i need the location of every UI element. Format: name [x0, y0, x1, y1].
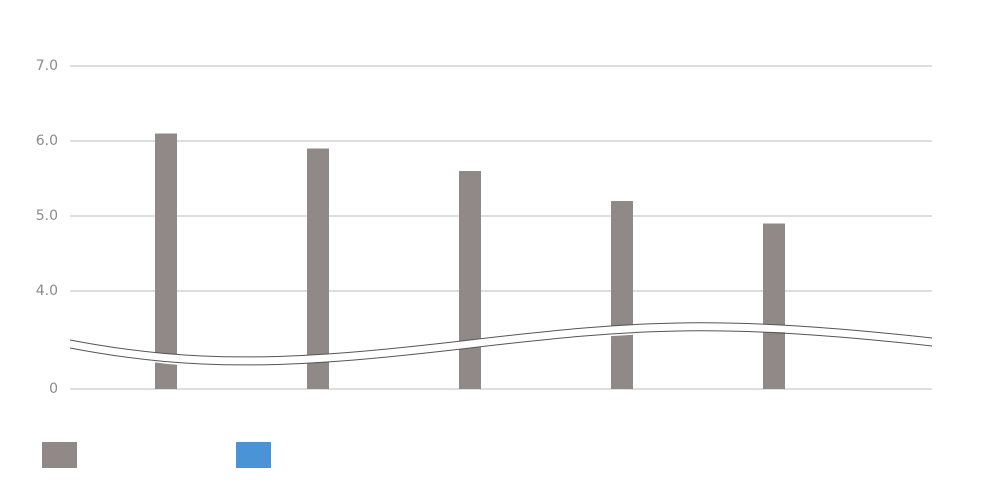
legend-swatch: [42, 442, 77, 468]
bar: [763, 223, 785, 389]
axis-break-line: [69, 322, 933, 358]
bar: [307, 148, 329, 389]
legend-swatch: [236, 442, 271, 468]
y-tick-label: 6.0: [36, 133, 58, 149]
bar: [611, 201, 633, 389]
y-tick-label: 5.0: [36, 208, 58, 224]
y-tick-label: 7.0: [36, 58, 58, 74]
y-tick-label: 0: [49, 381, 58, 397]
y-tick-label: 4.0: [36, 283, 58, 299]
axis-break-line: [69, 330, 933, 366]
bar: [155, 133, 177, 389]
bar: [459, 171, 481, 389]
